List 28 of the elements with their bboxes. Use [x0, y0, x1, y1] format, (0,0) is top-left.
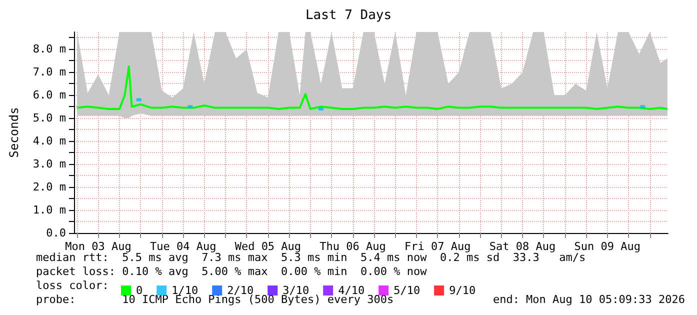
y-tick-label: 7.0 m: [32, 66, 66, 79]
y-tick-label: 3.0 m: [32, 158, 66, 171]
legend-title: loss color:: [36, 279, 109, 292]
text: end: Mon Aug 10 05:09:33 2026: [492, 293, 686, 306]
y-tick-label: 1.0 m: [32, 204, 66, 217]
y-tick-label: 0.0: [46, 226, 66, 240]
x-tick-label: Fri 07 Aug: [404, 240, 471, 253]
x-tick-label: Mon 03 Aug: [65, 240, 132, 253]
legend-label: 0: [136, 284, 143, 297]
text: packet loss: 0.10 % avg 5.00 % max 0.00 % min 0.00 % now: [36, 265, 428, 278]
x-tick-label: Sat 08 Aug: [489, 240, 556, 253]
x-tick-label: Wed 05 Aug: [234, 240, 302, 253]
y-tick-label: 8.0 m: [32, 42, 66, 56]
legend-label: 5/10: [394, 284, 420, 297]
text: median rtt: 5.5 ms avg 7.3 ms max 5.3 ms min 5.4 ms now 0.2 ms sd 33.3 am/s: [36, 251, 586, 264]
y-axis-title: Seconds: [7, 107, 21, 158]
legend-label: 4/10: [338, 284, 365, 297]
y-tick-label: 2.0 m: [32, 180, 66, 194]
y-tick-label: 4.0 m: [32, 134, 66, 148]
chart-title: Last 7 Days: [305, 8, 392, 23]
line-series: [76, 65, 668, 110]
legend-label: 2/10: [227, 284, 254, 297]
y-tick-label: 6.0 m: [32, 88, 66, 102]
x-tick-label: Sun 09 Aug: [574, 240, 640, 253]
legend-label: 9/10: [449, 284, 476, 297]
x-tick-label: Tue 04 Aug: [150, 240, 216, 253]
y-tick-label: 5.0 m: [32, 112, 66, 125]
x-tick-label: Thu 06 Aug: [320, 240, 386, 253]
